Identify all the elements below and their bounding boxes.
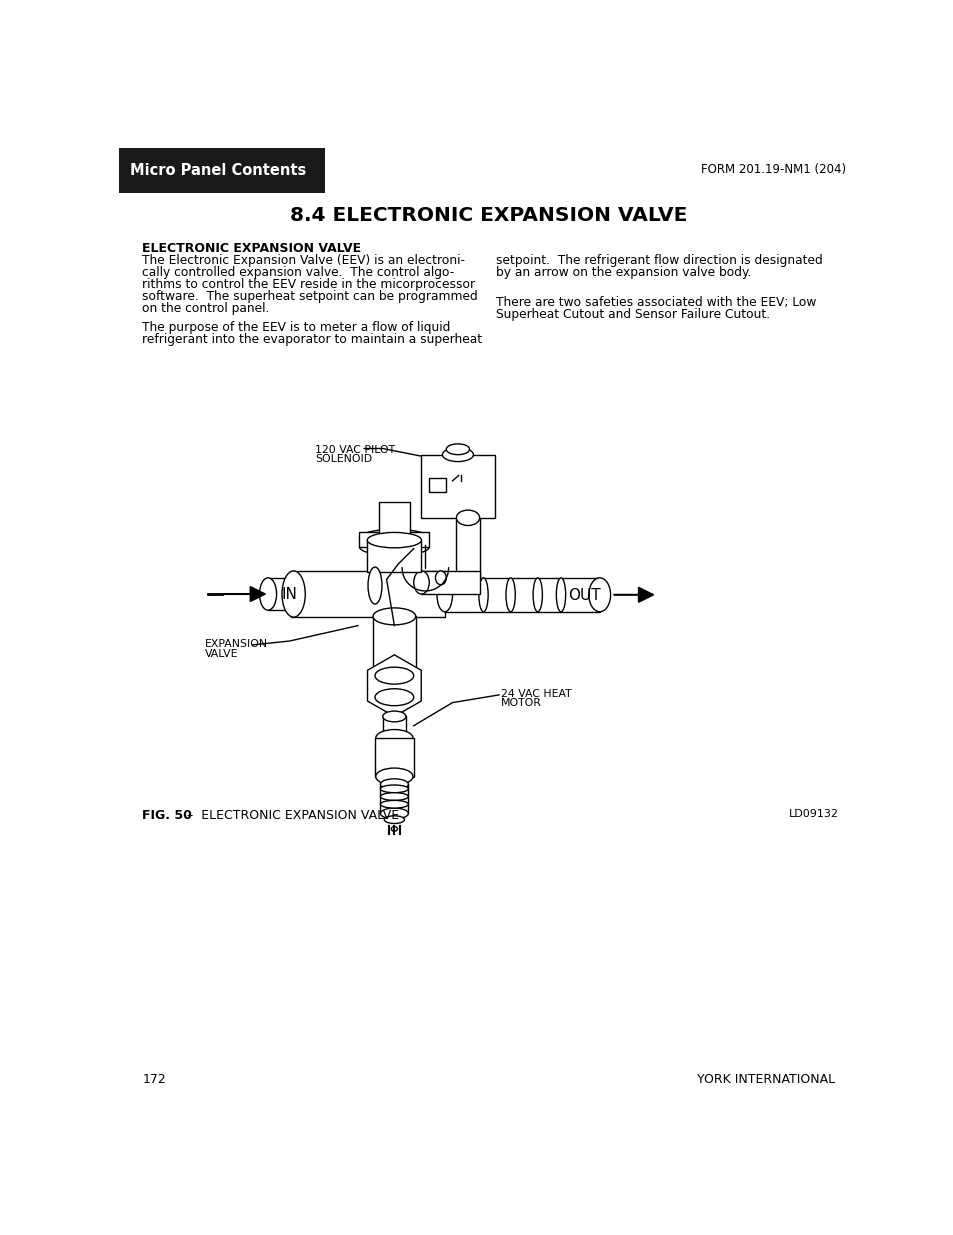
Text: There are two safeties associated with the EEV; Low: There are two safeties associated with t…: [496, 296, 816, 309]
Ellipse shape: [380, 793, 408, 800]
Text: LD09132: LD09132: [787, 809, 838, 819]
Bar: [359, 531, 429, 547]
Bar: [421, 454, 495, 517]
Text: rithms to control the EEV reside in the micorprocessor: rithms to control the EEV reside in the …: [142, 278, 476, 291]
Bar: [378, 503, 410, 541]
Text: EXPANSION: EXPANSION: [204, 640, 268, 650]
Text: FORM 201.19-NM1 (204): FORM 201.19-NM1 (204): [700, 163, 845, 177]
Ellipse shape: [380, 800, 408, 808]
Text: 172: 172: [142, 1073, 166, 1087]
Ellipse shape: [375, 768, 413, 785]
Text: 8.4 ELECTRONIC EXPANSION VALVE: 8.4 ELECTRONIC EXPANSION VALVE: [290, 206, 687, 226]
Text: IN: IN: [281, 587, 297, 601]
Bar: [421, 571, 479, 594]
Ellipse shape: [373, 608, 416, 625]
Ellipse shape: [384, 816, 404, 824]
Ellipse shape: [380, 785, 408, 793]
Text: VALVE: VALVE: [204, 648, 237, 658]
Bar: [380, 784, 408, 814]
Text: The purpose of the EEV is to meter a flow of liquid: The purpose of the EEV is to meter a flo…: [142, 321, 451, 335]
Text: SOLENOID: SOLENOID: [315, 454, 372, 464]
Text: cally controlled expansion valve.  The control algo-: cally controlled expansion valve. The co…: [142, 267, 455, 279]
Text: YORK INTERNATIONAL: YORK INTERNATIONAL: [697, 1073, 835, 1087]
Polygon shape: [367, 655, 421, 716]
Ellipse shape: [375, 667, 414, 684]
Ellipse shape: [435, 571, 446, 585]
Bar: [367, 540, 421, 573]
Ellipse shape: [375, 689, 414, 705]
Bar: [382, 716, 406, 739]
Bar: [373, 616, 416, 674]
Text: refrigerant into the evaporator to maintain a superheat: refrigerant into the evaporator to maint…: [142, 333, 482, 346]
Ellipse shape: [556, 578, 565, 611]
Ellipse shape: [382, 711, 406, 721]
Ellipse shape: [375, 730, 413, 746]
Bar: [119, 148, 324, 193]
Text: 120 VAC PILOT: 120 VAC PILOT: [315, 445, 395, 454]
Ellipse shape: [456, 510, 479, 526]
Text: setpoint.  The refrigerant flow direction is designated: setpoint. The refrigerant flow direction…: [496, 254, 821, 268]
Ellipse shape: [414, 571, 429, 594]
Text: by an arrow on the expansion valve body.: by an arrow on the expansion valve body.: [496, 267, 751, 279]
Bar: [268, 578, 303, 610]
Text: The Electronic Expansion Valve (EEV) is an electroni-: The Electronic Expansion Valve (EEV) is …: [142, 254, 465, 268]
Ellipse shape: [478, 578, 488, 611]
Ellipse shape: [359, 538, 429, 556]
Ellipse shape: [533, 578, 542, 611]
Text: OUT: OUT: [567, 588, 600, 603]
Ellipse shape: [259, 578, 276, 610]
Ellipse shape: [588, 578, 610, 611]
Ellipse shape: [282, 571, 305, 618]
Text: –  ELECTRONIC EXPANSION VALVE: – ELECTRONIC EXPANSION VALVE: [183, 809, 398, 821]
Text: FIG. 50: FIG. 50: [142, 809, 193, 821]
Ellipse shape: [505, 578, 515, 611]
Text: ELECTRONIC EXPANSION VALVE: ELECTRONIC EXPANSION VALVE: [142, 242, 361, 256]
Text: software.  The superheat setpoint can be programmed: software. The superheat setpoint can be …: [142, 290, 477, 304]
Ellipse shape: [380, 779, 408, 789]
Ellipse shape: [391, 826, 397, 831]
Ellipse shape: [367, 532, 421, 548]
Ellipse shape: [442, 448, 473, 462]
Ellipse shape: [359, 530, 429, 546]
Bar: [375, 739, 414, 777]
Text: 24 VAC HEAT: 24 VAC HEAT: [500, 689, 572, 699]
Bar: [444, 578, 599, 611]
Text: Superheat Cutout and Sensor Failure Cutout.: Superheat Cutout and Sensor Failure Cuto…: [496, 308, 769, 321]
Text: on the control panel.: on the control panel.: [142, 303, 270, 315]
Ellipse shape: [436, 578, 452, 611]
Bar: [456, 517, 479, 578]
Ellipse shape: [380, 808, 408, 819]
Ellipse shape: [294, 578, 311, 610]
Bar: [291, 571, 444, 618]
Ellipse shape: [446, 443, 469, 454]
Ellipse shape: [368, 567, 381, 604]
Bar: [429, 478, 446, 492]
Text: MOTOR: MOTOR: [500, 698, 541, 708]
Text: Micro Panel Contents: Micro Panel Contents: [130, 163, 306, 178]
